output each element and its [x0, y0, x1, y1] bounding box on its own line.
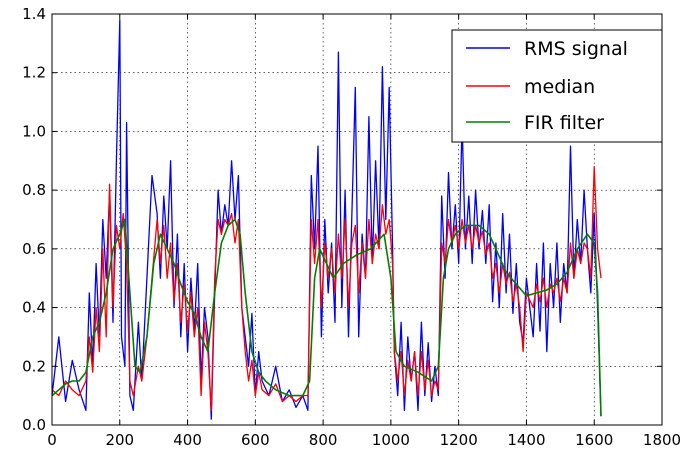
legend-label-fir-filter: FIR filter [524, 112, 604, 134]
y-tick-label: 1.4 [22, 5, 46, 23]
x-tick-label: 0 [47, 431, 57, 449]
y-tick-label: 0.8 [22, 181, 46, 199]
x-tick-label: 1600 [575, 431, 613, 449]
legend-label-median: median [524, 76, 595, 98]
y-tick-label: 0.2 [22, 357, 46, 375]
x-tick-label: 800 [309, 431, 338, 449]
x-tick-label: 1200 [440, 431, 478, 449]
series-line-fir-filter [51, 218, 602, 417]
series-line-median [51, 166, 602, 411]
y-tick-label: 0.6 [22, 240, 46, 258]
x-tick-label: 1400 [507, 431, 545, 449]
y-tick-label: 0.0 [22, 416, 46, 434]
legend: RMS signal median FIR filter [451, 29, 663, 143]
legend-label-rms-signal: RMS signal [524, 38, 628, 60]
y-tick-label: 1.0 [22, 122, 46, 140]
x-tick-label: 600 [241, 431, 270, 449]
y-tick-label: 0.4 [22, 299, 46, 317]
y-tick-label: 1.2 [22, 64, 46, 82]
x-tick-label: 1800 [643, 431, 681, 449]
axis-ticks: 0 200 400 600 800 1000 1200 1400 1600 1800 0.0 0.2 0… [22, 5, 681, 449]
x-tick-label: 1000 [372, 431, 410, 449]
series-layer [51, 19, 602, 420]
x-tick-label: 400 [173, 431, 202, 449]
plot-frame [51, 13, 663, 426]
x-tick-label: 200 [105, 431, 134, 449]
